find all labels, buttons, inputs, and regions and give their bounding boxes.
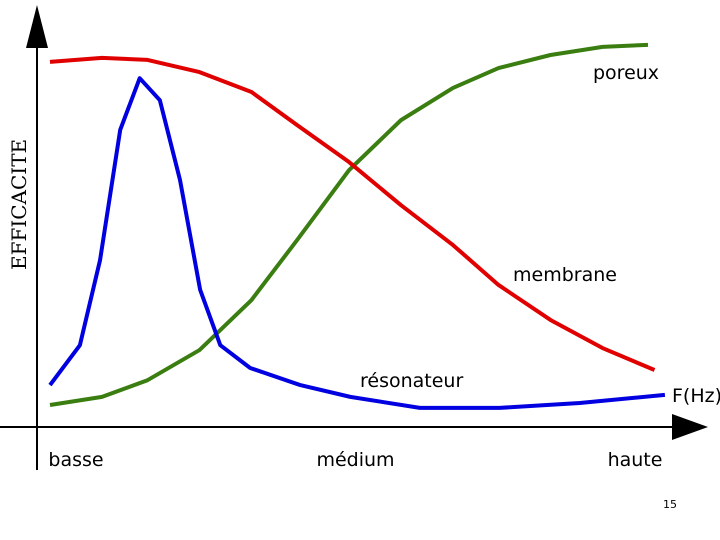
series-line: [48, 76, 666, 410]
series-line: [49, 42, 649, 407]
series-line: [49, 55, 656, 372]
series-label: membrane: [513, 264, 617, 286]
x-axis-label: F(Hz): [672, 385, 720, 407]
y-axis-arrow: [26, 5, 48, 48]
page-number: 15: [663, 498, 677, 511]
y-axis-label: EFFICACITE: [7, 139, 31, 270]
x-axis-arrow: [672, 414, 708, 440]
x-tick-label: basse: [48, 449, 103, 471]
series-label: résonateur: [360, 370, 463, 392]
x-tick-label: haute: [608, 449, 663, 471]
series-label: poreux: [593, 62, 659, 84]
x-tick-label: médium: [316, 449, 394, 471]
